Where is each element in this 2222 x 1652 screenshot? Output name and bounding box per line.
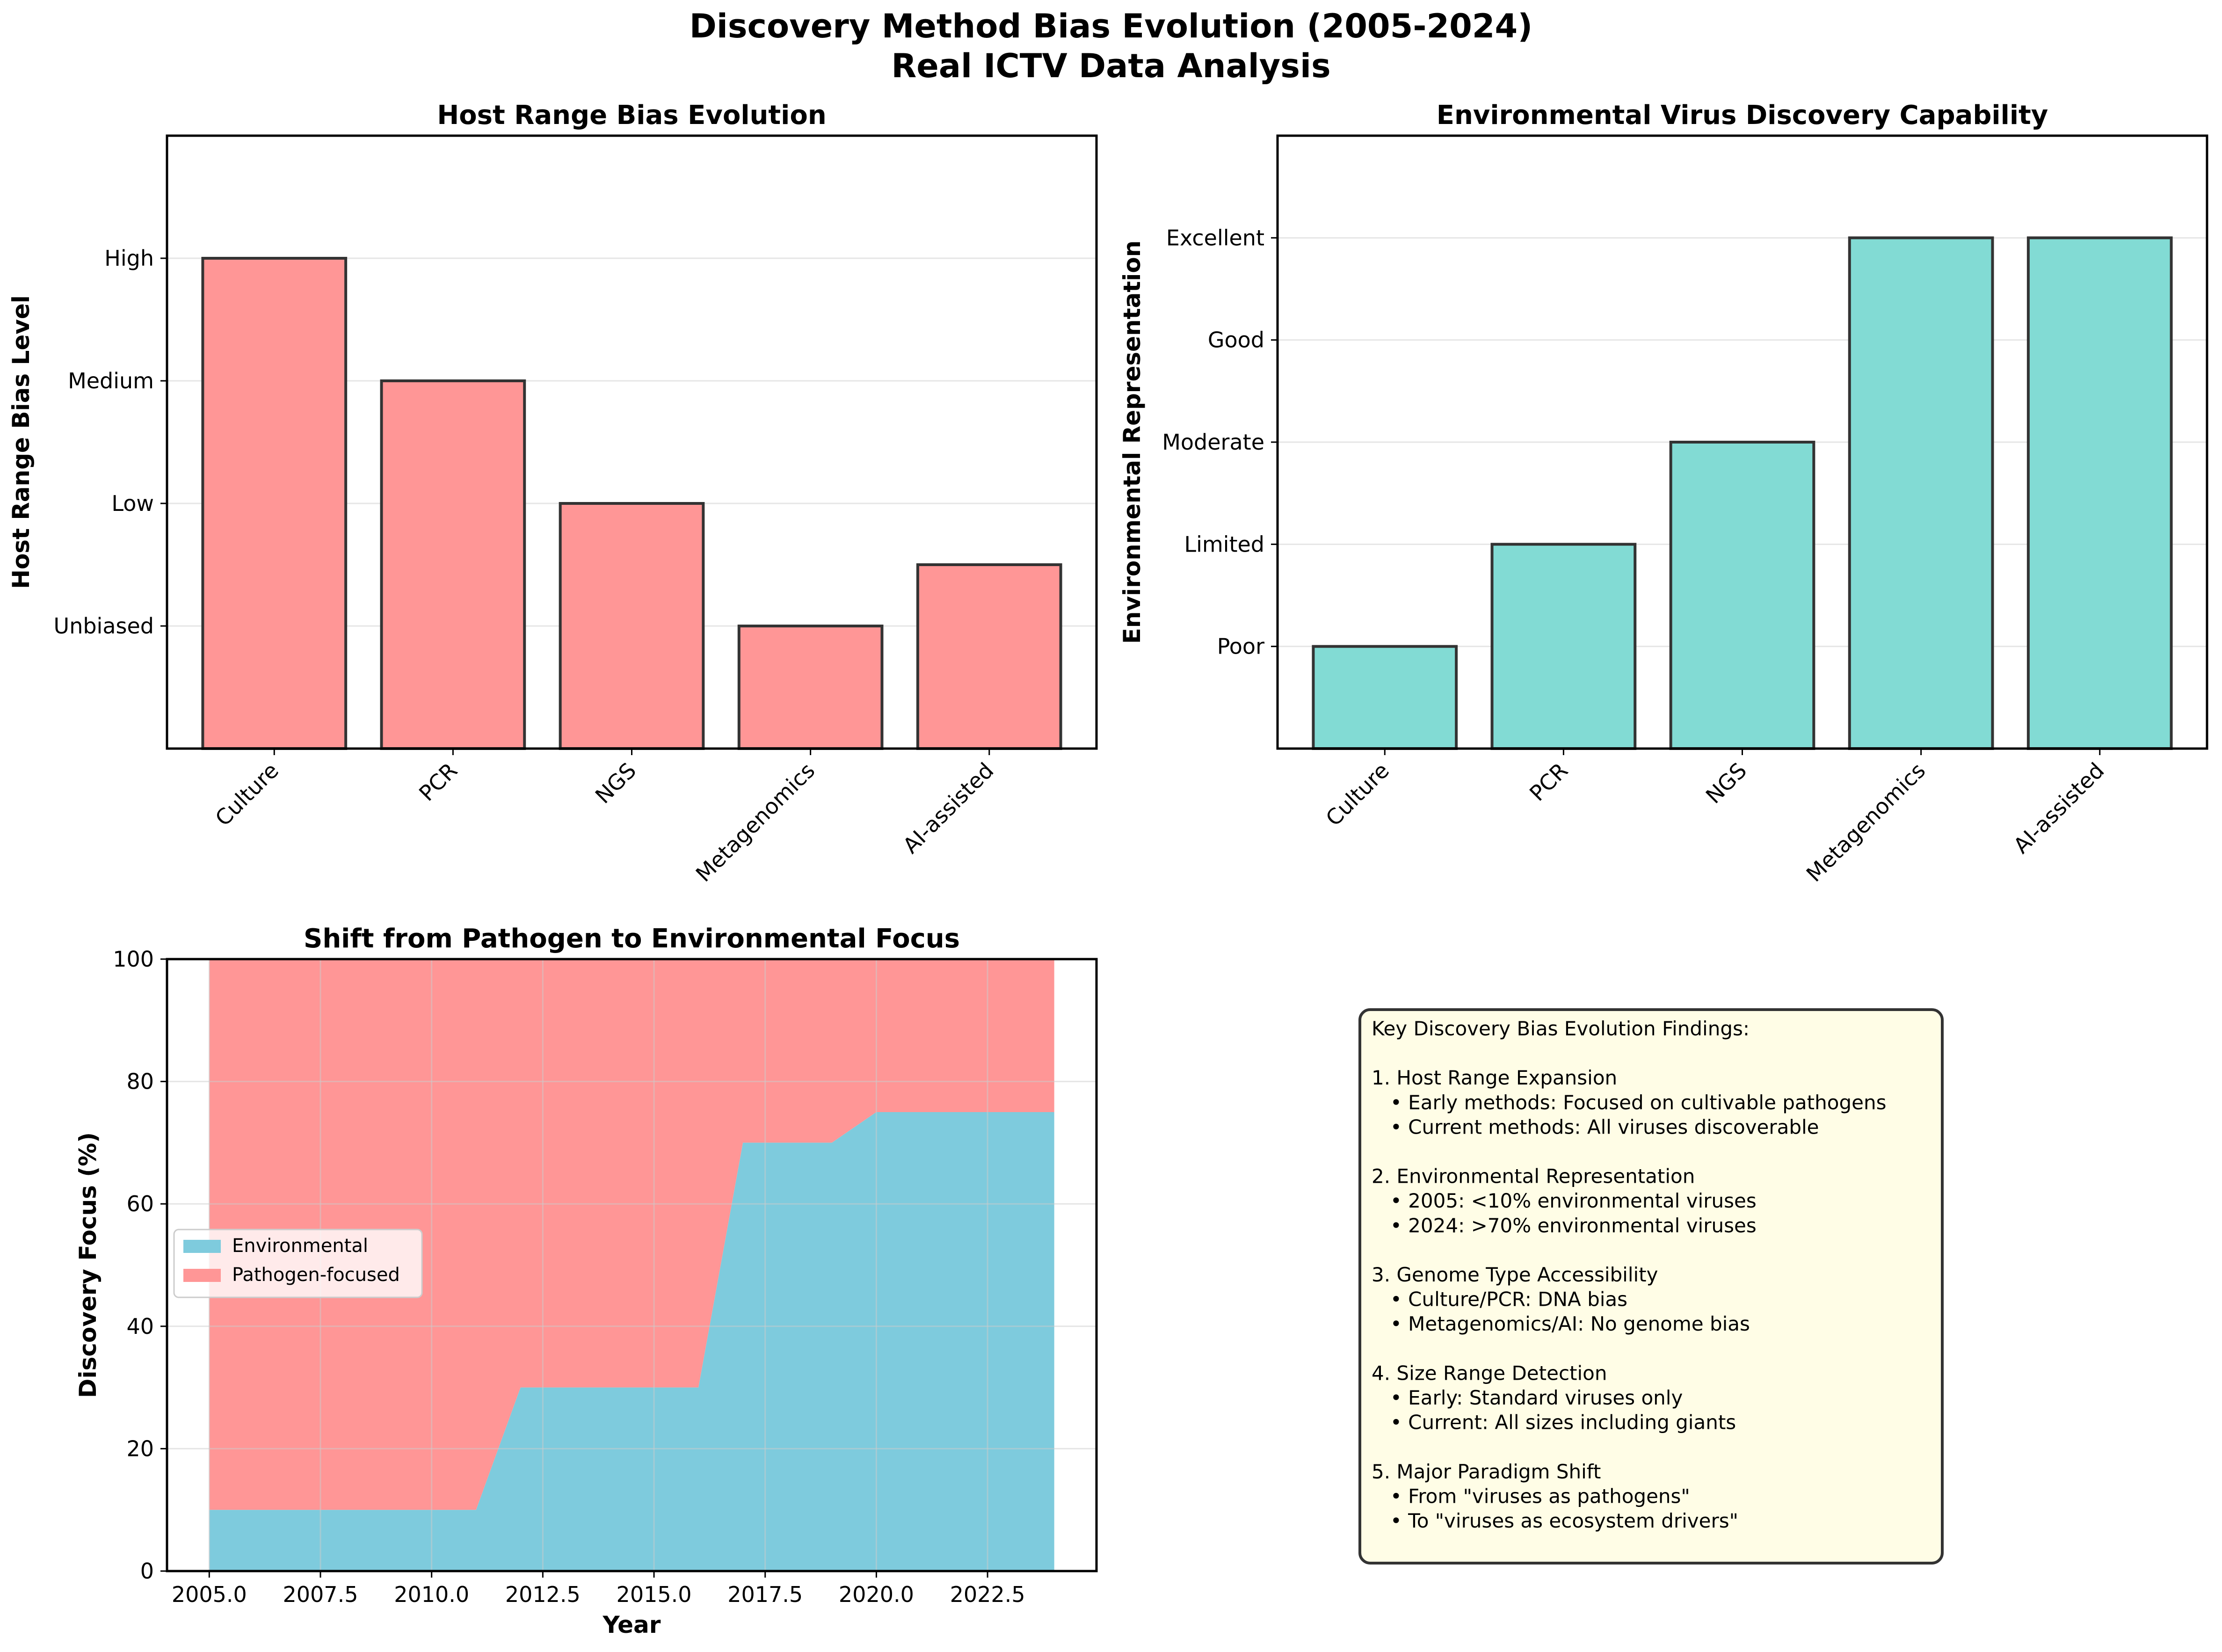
y-tick-label: Low	[111, 491, 154, 516]
x-tick-label: 2020.0	[839, 1582, 914, 1607]
x-tick-label: 2017.5	[727, 1582, 803, 1607]
area-environmental	[209, 1112, 1054, 1571]
x-tick-label: Culture	[210, 758, 283, 831]
y-tick-label: 80	[126, 1069, 154, 1094]
y-tick-label: Unbiased	[54, 613, 154, 639]
legend-swatch	[183, 1240, 221, 1253]
findings-line: • Current: All sizes including giants	[1372, 1411, 1736, 1434]
y-axis-label: Discovery Focus (%)	[74, 1132, 102, 1398]
findings-line: Key Discovery Bias Evolution Findings:	[1372, 1017, 1750, 1040]
area-pathogen-focused	[209, 959, 1054, 1510]
findings-line: 1. Host Range Expansion	[1372, 1066, 1617, 1089]
axes-frame	[1276, 134, 2208, 750]
y-axis-label: Environmental Representation	[1118, 240, 1146, 644]
figure-subtitle: Real ICTV Data Analysis	[891, 47, 1330, 85]
bar-culture	[1312, 645, 1458, 750]
x-tick-label: PCR	[1525, 758, 1573, 806]
legend: Environmental Pathogen-focused	[173, 1229, 423, 1298]
x-tick-label: AI-assisted	[898, 758, 999, 859]
x-tick-label: 2005.0	[172, 1582, 247, 1607]
findings-text-box: Key Discovery Bias Evolution Findings: 1.…	[1358, 1008, 1944, 1565]
legend-label: Environmental	[232, 1235, 368, 1257]
findings-line: • Culture/PCR: DNA bias	[1372, 1288, 1627, 1311]
y-tick-label: Limited	[1184, 531, 1264, 557]
legend-label: Pathogen-focused	[232, 1264, 400, 1286]
x-tick-label: 2010.0	[394, 1582, 469, 1607]
bar-pcr	[380, 379, 526, 750]
axes-frame	[166, 958, 1098, 1572]
y-tick-label: 40	[126, 1314, 154, 1339]
y-tick-label: 20	[126, 1436, 154, 1461]
x-tick-label: 2015.0	[617, 1582, 692, 1607]
chart-title: Host Range Bias Evolution	[437, 100, 826, 131]
findings-line: • 2005: <10% environmental viruses	[1372, 1189, 1757, 1212]
bar-culture	[201, 257, 348, 750]
findings-line: • Early: Standard viruses only	[1372, 1386, 1683, 1409]
figure-title: Discovery Method Bias Evolution (2005-20…	[690, 7, 1532, 45]
findings-line: • Early methods: Focused on cultivable p…	[1372, 1091, 1886, 1114]
x-tick-label: Culture	[1321, 758, 1394, 831]
x-tick-label: 2022.5	[950, 1582, 1025, 1607]
findings-line: • 2024: >70% environmental viruses	[1372, 1214, 1757, 1237]
findings-box-frame	[1358, 1008, 1944, 1565]
host-range-bias-chart: Unbiased Low Medium High Culture PCR NGS Metage…	[7, 100, 1098, 887]
legend-frame	[173, 1229, 423, 1298]
findings-line: • Current methods: All viruses discovera…	[1372, 1115, 1819, 1138]
bar-ai-assisted	[2026, 236, 2173, 750]
y-tick-label: Moderate	[1162, 429, 1264, 455]
y-tick-label: High	[104, 246, 154, 271]
findings-line: 5. Major Paradigm Shift	[1372, 1460, 1601, 1483]
bar-metagenomics	[1848, 236, 1994, 750]
findings-line: • To "viruses as ecosystem drivers"	[1372, 1509, 1738, 1532]
y-tick-label: Good	[1208, 327, 1264, 353]
findings-line: 4. Size Range Detection	[1372, 1361, 1607, 1384]
y-tick-label: Excellent	[1166, 225, 1264, 250]
x-tick-label: 2007.5	[283, 1582, 358, 1607]
legend-swatch	[183, 1269, 221, 1282]
y-tick-label: Medium	[68, 368, 154, 393]
bar-pcr	[1490, 543, 1637, 750]
findings-line: • From "viruses as pathogens"	[1372, 1485, 1690, 1507]
x-tick-label: NGS	[590, 758, 641, 808]
bar-ai-assisted	[916, 563, 1062, 750]
focus-shift-area-chart: 0 20 40 60 80 100 2005.0 2007.5 2010.0 2012.5 2015…	[74, 924, 1098, 1638]
x-tick-label: PCR	[414, 758, 462, 806]
x-tick-label: NGS	[1701, 758, 1751, 808]
y-tick-label: Poor	[1217, 634, 1264, 659]
bar-ngs	[559, 502, 705, 750]
y-tick-label: 60	[126, 1191, 154, 1216]
chart-title: Shift from Pathogen to Environmental Foc…	[304, 924, 960, 954]
y-tick-label: 0	[140, 1558, 154, 1584]
findings-line: 3. Genome Type Accessibility	[1372, 1263, 1658, 1286]
x-axis-label: Year	[603, 1611, 661, 1638]
findings-line: 2. Environmental Representation	[1372, 1165, 1695, 1188]
findings-line: • Metagenomics/AI: No genome bias	[1372, 1312, 1750, 1335]
chart-title: Environmental Virus Discovery Capability	[1437, 100, 2048, 131]
environmental-capability-chart: Poor Limited Moderate Good Excellent Culture P…	[1118, 100, 2208, 887]
y-axis-label: Host Range Bias Level	[7, 295, 35, 589]
axes-frame	[166, 134, 1098, 750]
x-tick-label: Metagenomics	[691, 758, 820, 887]
x-tick-label: 2012.5	[505, 1582, 581, 1607]
bar-ngs	[1669, 441, 1815, 750]
y-tick-label: 100	[113, 946, 154, 972]
x-tick-label: AI-assisted	[2009, 758, 2109, 859]
x-tick-label: Metagenomics	[1801, 758, 1931, 887]
bar-metagenomics	[737, 625, 884, 750]
